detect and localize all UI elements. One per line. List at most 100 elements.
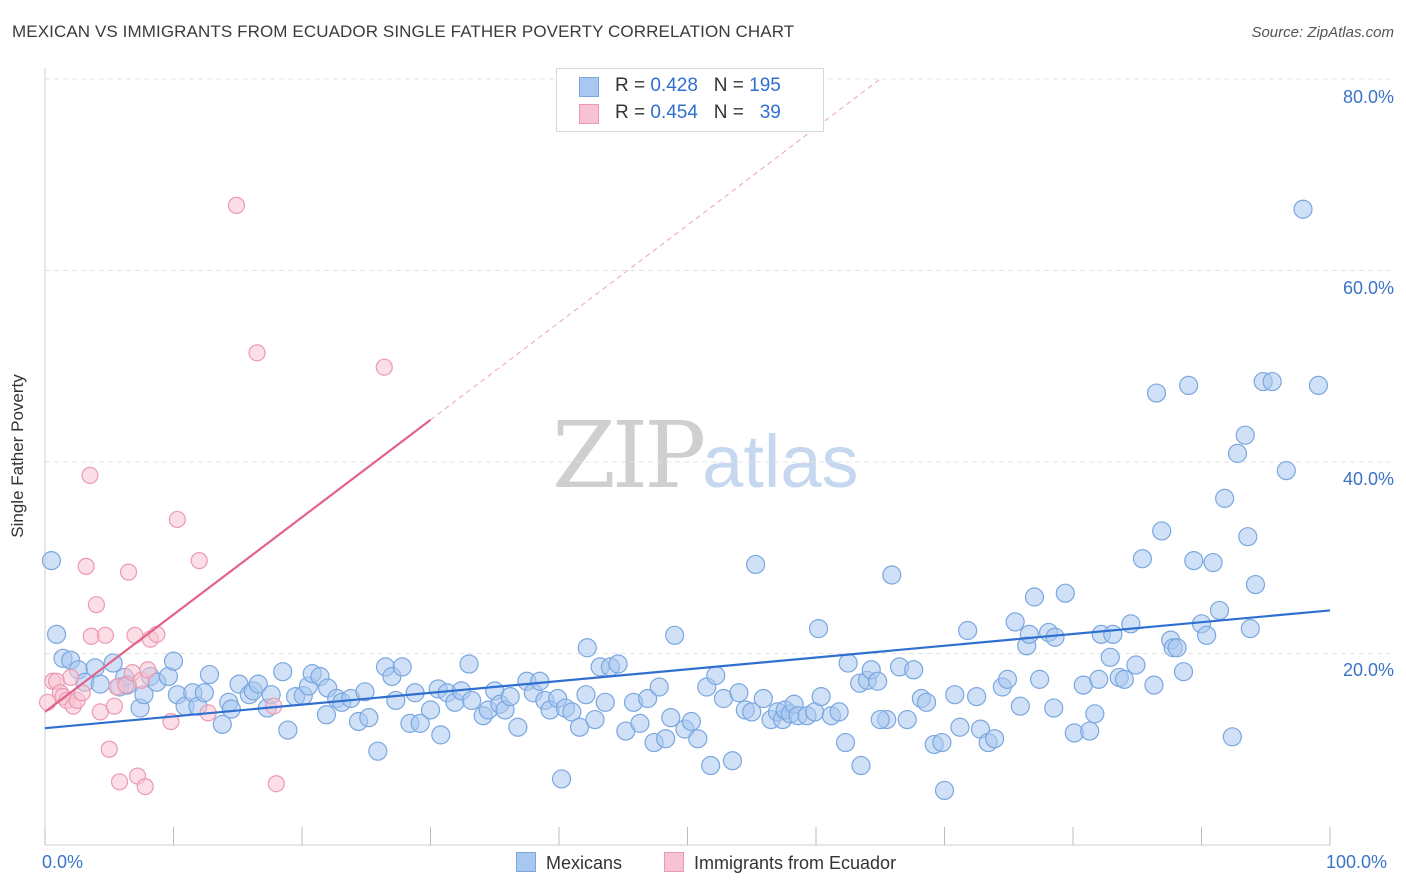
watermark-zip: ZIP <box>552 402 706 509</box>
mexicans-point <box>221 699 241 719</box>
mexicans-point <box>1235 425 1255 445</box>
mexicans-point <box>722 751 743 771</box>
mexicans-point <box>916 692 937 712</box>
mexicans-point <box>1114 669 1135 689</box>
mexicans-point <box>1019 624 1039 644</box>
ecuador-point <box>248 344 266 362</box>
mexicans-point <box>1173 662 1194 682</box>
ecuador-point <box>190 552 208 570</box>
mexicans-point <box>1103 624 1123 644</box>
y-axis-label: Single Father Poverty <box>8 374 27 538</box>
n-label: N = <box>713 102 744 123</box>
x-tick-label-100: 100.0% <box>1326 852 1388 872</box>
mexicans-point <box>392 657 412 677</box>
mexicans-point <box>355 682 375 702</box>
mexicans-point <box>359 708 379 728</box>
mexicans-point <box>950 717 970 737</box>
mexicans-point <box>1126 655 1146 675</box>
legend-label-ecuador: Immigrants from Ecuador <box>694 853 897 873</box>
mexicans-point <box>808 619 829 639</box>
mexicans-point <box>706 665 726 686</box>
n-value: 195 <box>749 75 781 96</box>
mexicans-point <box>1227 443 1248 463</box>
mexicans-point <box>945 685 965 705</box>
pink-swatch <box>664 852 684 872</box>
mexicans-point <box>753 688 773 709</box>
ecuador-point <box>148 625 166 643</box>
mexicans-point <box>656 729 676 749</box>
mexicans-point <box>1055 583 1075 603</box>
mexicans-point <box>368 741 388 761</box>
mexicans-trend-line <box>44 609 1331 730</box>
mexicans-point <box>882 565 902 585</box>
pink-swatch <box>579 104 599 124</box>
ecuador-point <box>96 626 114 644</box>
mexicans-point <box>835 732 856 753</box>
mexicans-points <box>41 199 1329 801</box>
mexicans-point <box>932 732 952 753</box>
ecuador-trend-line <box>44 418 432 713</box>
mexicans-point <box>420 700 441 720</box>
mexicans-point <box>1203 552 1223 573</box>
r-label: R = <box>615 75 646 96</box>
mexicans-point <box>1215 488 1235 508</box>
legend-item-mexicans: Mexicans <box>516 852 622 874</box>
mexicans-point <box>1100 647 1120 667</box>
y-tick-label-80: 80.0% <box>1342 87 1394 107</box>
mexicans-point <box>278 720 298 740</box>
mexicans-point <box>1089 669 1109 689</box>
ecuador-point <box>168 510 186 529</box>
mexicans-point <box>103 653 123 673</box>
mexicans-point <box>1222 727 1242 747</box>
mexicans-point <box>868 671 888 691</box>
mexicans-point <box>638 688 658 709</box>
mexicans-point <box>649 677 669 697</box>
mexicans-point <box>595 692 615 712</box>
mexicans-point <box>742 702 762 722</box>
mexicans-point <box>577 638 597 658</box>
y-tick-label-20: 20.0% <box>1342 660 1394 680</box>
mexicans-point <box>1152 521 1172 541</box>
mexicans-point <box>90 674 110 694</box>
series-legend: Mexicans Immigrants from Ecuador <box>0 852 1406 878</box>
mexicans-point <box>870 709 890 730</box>
ecuador-point <box>136 777 154 796</box>
ecuador-point <box>375 358 393 376</box>
ecuador-point <box>227 196 246 214</box>
mexicans-point <box>681 711 701 732</box>
mexicans-point <box>1262 371 1282 392</box>
mexicans-point <box>386 690 406 711</box>
mexicans-point <box>829 702 849 722</box>
mexicans-point <box>194 683 214 703</box>
ecuador-point <box>77 557 95 575</box>
mexicans-point <box>1197 625 1217 645</box>
n-label: N = <box>713 75 744 96</box>
mexicans-point <box>1080 721 1100 741</box>
mexicans-point <box>608 654 628 674</box>
mexicans-point <box>1240 619 1260 639</box>
mexicans-point <box>248 674 268 694</box>
mexicans-point <box>1308 375 1329 395</box>
mexicans-point <box>746 554 766 575</box>
legend-label-mexicans: Mexicans <box>546 853 623 873</box>
mexicans-point <box>585 709 605 730</box>
mexicans-point <box>1238 527 1258 547</box>
ecuador-point <box>100 740 118 758</box>
ecuador-point <box>119 563 138 581</box>
mexicans-point <box>897 709 917 730</box>
mexicans-point <box>41 551 62 571</box>
mexicans-point <box>1044 698 1064 718</box>
n-value: 39 <box>759 102 781 123</box>
mexicans-point <box>551 769 572 789</box>
mexicans-point <box>688 729 708 749</box>
mexicans-point <box>729 683 749 703</box>
mexicans-point <box>562 702 582 722</box>
mexicans-point <box>1209 600 1230 621</box>
mexicans-point <box>665 625 685 645</box>
mexicans-point <box>273 662 293 682</box>
mexicans-point <box>163 651 184 671</box>
mexicans-point <box>1146 383 1167 403</box>
mexicans-point <box>851 755 871 776</box>
blue-swatch <box>516 852 536 872</box>
